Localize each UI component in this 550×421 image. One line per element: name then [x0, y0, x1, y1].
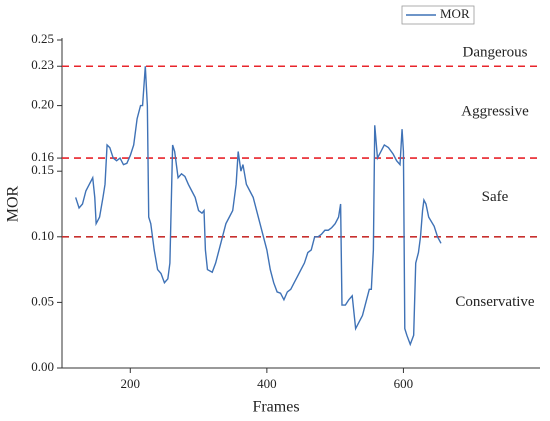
annotation: Dangerous [463, 45, 528, 61]
y-tick-label: 0.25 [31, 31, 54, 46]
annotation: Aggressive [461, 104, 529, 120]
data-line [74, 66, 442, 347]
legend-box [401, 5, 475, 25]
legend-label: MOR [440, 6, 470, 21]
x-tick-label: 200 [121, 376, 141, 391]
y-tick-label: 0.05 [31, 293, 54, 308]
annotation: Conservative [455, 294, 534, 310]
x-tick-label: 600 [394, 376, 414, 391]
y-tick-label: 0.23 [31, 57, 54, 72]
x-axis-label: Frames [252, 399, 299, 416]
y-tick-label: 0.00 [31, 359, 54, 374]
annotation: Safe [482, 189, 509, 205]
x-tick-label: 400 [257, 376, 277, 391]
y-tick-label: 0.10 [31, 228, 54, 243]
y-tick-label: 0.15 [31, 162, 54, 177]
y-axis-label: MOR [5, 185, 22, 222]
y-tick-label: 0.20 [31, 97, 54, 112]
y-tick-label: 0.16 [31, 149, 54, 164]
